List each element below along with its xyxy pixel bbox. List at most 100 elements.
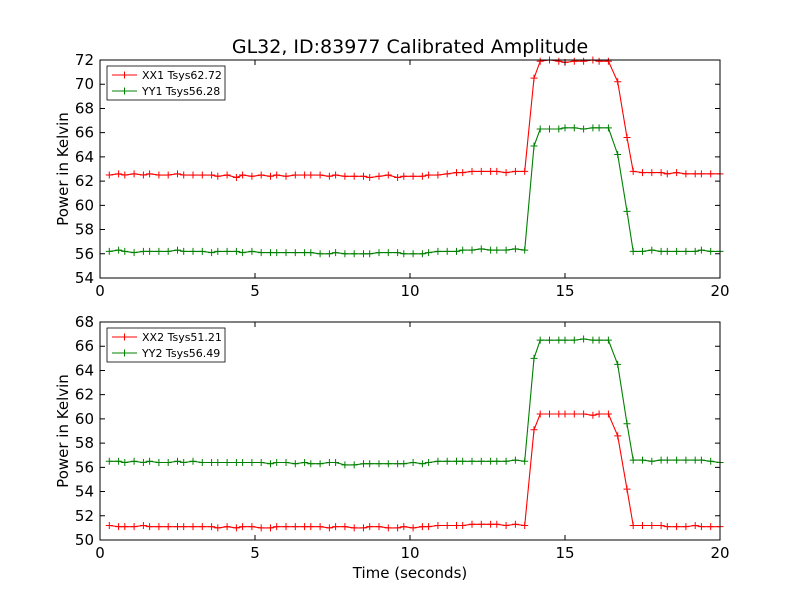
y-tick-label: 62 [75,386,94,404]
y-axis-label: Power in Kelvin [54,374,72,488]
data-point [223,171,231,179]
data-point [189,523,197,531]
data-point [375,249,383,257]
data-point [384,171,392,179]
data-point [546,410,553,418]
data-point [164,458,172,466]
data-point [301,171,309,179]
data-point [434,521,442,529]
data-point [115,170,123,178]
data-point [589,124,597,132]
data-point [570,410,578,418]
data-point [316,523,324,531]
data-point [418,460,426,468]
data-point [130,523,138,531]
data-point [198,247,206,255]
data-point [105,171,113,179]
data-point [707,523,715,531]
data-point [232,458,240,466]
data-point [198,458,206,466]
y-axis-label: Power in Kelvin [54,112,72,226]
data-point [139,458,147,466]
data-point [350,250,358,258]
data-point [707,247,715,255]
data-point [530,426,538,434]
data-point [146,170,154,178]
data-point [267,460,274,468]
y-tick-label: 56 [75,245,94,263]
data-point [180,171,188,179]
data-point [418,250,426,258]
data-point [139,247,147,255]
data-point [239,171,247,179]
data-point [682,523,690,531]
data-point [614,150,622,158]
data-point [282,458,290,466]
data-point [341,461,349,469]
data-point [115,523,123,531]
data-point [453,247,460,255]
data-point [146,523,154,531]
data-point [595,410,603,418]
data-point [536,336,544,344]
data-point [273,523,281,531]
data-point [332,171,340,179]
data-point [663,170,671,178]
data-point [400,172,408,180]
data-point [555,125,563,133]
data-point [453,169,460,177]
data-point [257,458,265,466]
data-point [648,521,656,529]
data-point [360,172,367,180]
data-point [682,456,690,464]
data-point [443,521,451,529]
data-point [425,249,433,257]
data-point [232,524,240,532]
data-point [707,457,715,465]
data-point [604,57,612,65]
data-point [198,523,206,531]
data-point [657,456,665,464]
data-point [691,170,699,178]
data-point [453,457,460,465]
data-point [663,523,671,531]
data-point [282,523,290,531]
data-point [208,249,216,257]
data-point [639,247,646,255]
data-point [648,457,656,465]
data-point [459,457,467,465]
data-point [232,247,240,255]
x-tick-label: 0 [95,544,105,562]
y-tick-label: 58 [75,221,94,239]
data-point [639,456,646,464]
data-point [614,432,622,440]
data-point [239,249,247,257]
data-point [350,524,358,532]
data-point [332,249,340,257]
data-point [180,458,188,466]
data-point [273,458,281,466]
data-point [394,460,402,468]
data-point [394,249,402,257]
y-tick-label: 54 [75,483,94,501]
data-point [291,171,299,179]
data-point [697,456,705,464]
x-tick-label: 0 [95,282,105,300]
data-point [301,458,309,466]
data-point [164,247,172,255]
data-point [434,171,442,179]
data-point [521,521,529,529]
data-point [493,520,501,528]
data-point [530,142,538,150]
data-point [267,524,274,532]
data-point [589,411,597,419]
data-point [273,171,281,179]
data-point [502,169,510,177]
y-tick-label: 64 [75,148,94,166]
data-point [248,172,256,180]
y-tick-label: 52 [75,507,94,525]
data-point [604,336,612,344]
y-tick-label: 68 [75,99,94,117]
data-point [629,521,637,529]
data-point [350,461,358,469]
